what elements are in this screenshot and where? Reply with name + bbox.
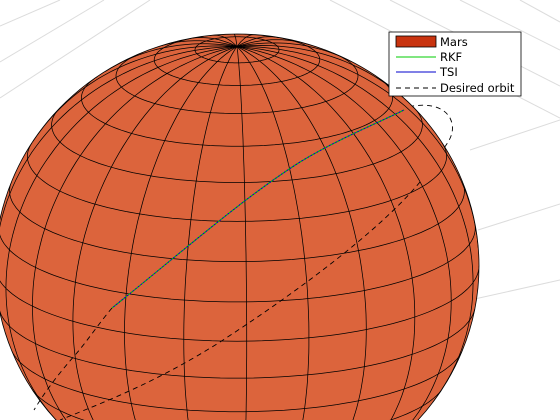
legend-label-mars: Mars bbox=[440, 35, 468, 49]
grid-line bbox=[477, 203, 560, 231]
mesh-line bbox=[153, 34, 321, 86]
grid-line bbox=[0, 0, 61, 27]
grid-line bbox=[0, 0, 105, 63]
mesh-line bbox=[236, 46, 248, 420]
mesh-line bbox=[237, 46, 479, 248]
grid-line bbox=[469, 119, 560, 151]
legend-label-rkf: RKF bbox=[440, 50, 462, 64]
grid-line bbox=[519, 0, 560, 23]
mesh-line bbox=[0, 309, 476, 379]
mesh-line bbox=[0, 222, 476, 303]
mesh-line bbox=[9, 180, 465, 262]
mesh-line bbox=[0, 265, 479, 342]
mesh-line bbox=[236, 46, 367, 420]
mesh-line bbox=[236, 39, 310, 47]
mesh-line bbox=[30, 386, 444, 420]
mesh-line bbox=[10, 348, 464, 413]
mesh-line bbox=[72, 46, 238, 420]
desired-orbit-front bbox=[33, 181, 421, 420]
mesh-line bbox=[236, 46, 416, 420]
rkf-trajectory bbox=[111, 109, 405, 309]
legend-swatch-mars bbox=[395, 35, 437, 48]
mesh-line bbox=[51, 106, 423, 183]
grid-line bbox=[0, 0, 151, 99]
legend: Mars RKF TSI Desired orbit bbox=[388, 31, 522, 97]
mesh-line bbox=[194, 36, 280, 64]
mesh-line bbox=[104, 43, 238, 72]
mesh-line bbox=[32, 46, 238, 420]
mesh-line bbox=[236, 46, 474, 403]
legend-label-desired-orbit: Desired orbit bbox=[440, 81, 515, 95]
mesh-line bbox=[27, 142, 447, 222]
legend-label-tsi: TSI bbox=[439, 65, 458, 79]
mesh-line bbox=[153, 40, 238, 49]
grid-line bbox=[459, 0, 560, 51]
grid-line bbox=[469, 279, 560, 301]
mesh-line bbox=[115, 52, 359, 114]
mesh-line bbox=[81, 76, 393, 147]
desired-orbit-back bbox=[391, 104, 453, 149]
